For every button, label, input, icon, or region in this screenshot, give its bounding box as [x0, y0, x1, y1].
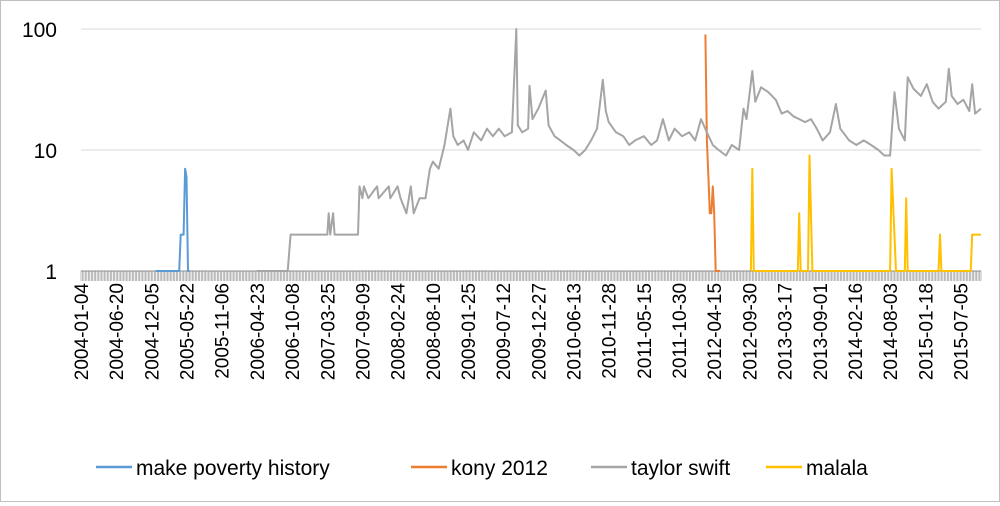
series-line-make-poverty-history	[155, 167, 190, 272]
legend-label: kony 2012	[451, 457, 548, 480]
x-tick-label: 2009-12-27	[529, 283, 550, 380]
x-tick-label: 2008-02-24	[389, 283, 410, 381]
x-tick-label: 2012-09-30	[740, 283, 761, 380]
x-tick-label: 2011-05-15	[635, 283, 656, 379]
x-axis-ticks	[80, 270, 982, 281]
x-tick-label: 2007-09-09	[353, 283, 374, 380]
legend-label: make poverty history	[136, 457, 330, 480]
x-tick-label: 2004-12-05	[142, 283, 163, 380]
x-tick-label: 2004-01-04	[72, 283, 93, 381]
legend-label: taylor swift	[631, 457, 730, 480]
x-tick-label: 2008-08-10	[424, 283, 445, 380]
x-tick-label: 2015-01-18	[916, 283, 937, 380]
x-tick-label: 2014-08-03	[881, 283, 902, 380]
x-axis-tick-labels: 2004-01-04 2004-06-20 2004-12-05 2005-05-22…	[72, 283, 973, 381]
x-tick-label: 2012-04-15	[705, 283, 726, 380]
series-lines	[155, 28, 982, 272]
gridlines	[81, 28, 981, 151]
y-tick-label-10: 10	[34, 140, 57, 163]
y-axis-tick-labels: 1 10 100	[22, 19, 57, 284]
x-tick-label: 2004-06-20	[107, 283, 128, 380]
legend-label: malala	[806, 457, 868, 480]
x-tick-label: 2006-10-08	[283, 283, 304, 380]
x-tick-label: 2011-10-30	[670, 283, 691, 379]
series-line-taylor-swift	[256, 28, 982, 272]
x-tick-label: 2005-11-06	[213, 283, 234, 379]
y-tick-label-1: 1	[45, 261, 57, 284]
x-tick-label: 2013-03-17	[776, 283, 797, 380]
x-tick-label: 2007-03-25	[318, 283, 339, 380]
x-tick-label: 2009-01-25	[459, 283, 480, 380]
series-line-malala	[749, 154, 981, 272]
x-tick-label: 2010-11-28	[600, 283, 621, 379]
x-tick-label: 2005-05-22	[178, 283, 199, 380]
legend: make poverty history kony 2012 taylor swif…	[96, 457, 868, 480]
y-tick-label-100: 100	[22, 19, 57, 42]
x-tick-label: 2010-06-13	[565, 283, 586, 380]
x-tick-label: 2009-07-12	[494, 283, 515, 380]
x-axis-minor-ticks	[80, 271, 982, 281]
x-tick-label: 2014-02-16	[846, 283, 867, 380]
x-tick-label: 2006-04-23	[248, 283, 269, 380]
series-line-kony-2012	[704, 34, 721, 272]
x-tick-label: 2013-09-01	[811, 283, 832, 380]
x-tick-label: 2015-07-05	[952, 283, 973, 380]
